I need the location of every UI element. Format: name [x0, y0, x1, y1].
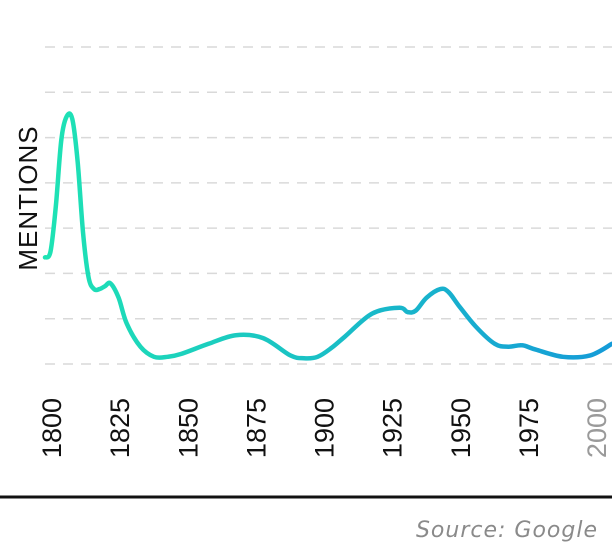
x-tick-label: 1875 — [241, 398, 271, 458]
x-tick-label: 1925 — [378, 398, 408, 458]
x-tick-label: 2000 — [582, 398, 612, 458]
x-axis-ticks: 1800 1825 1850 1875 1900 1925 1950 1975 2000 — [37, 398, 612, 458]
x-tick-label: 1825 — [105, 398, 135, 458]
source-note: Source: Google — [416, 518, 598, 543]
series-line — [42, 111, 612, 361]
x-tick-label: 1850 — [173, 398, 203, 458]
x-tick-label: 1800 — [37, 398, 67, 458]
x-tick-label: 1950 — [446, 398, 476, 458]
y-axis-label: MENTIONS — [13, 125, 43, 270]
x-tick-label: 1975 — [514, 398, 544, 458]
grid — [45, 46, 612, 365]
x-tick-label: 1900 — [310, 398, 340, 458]
